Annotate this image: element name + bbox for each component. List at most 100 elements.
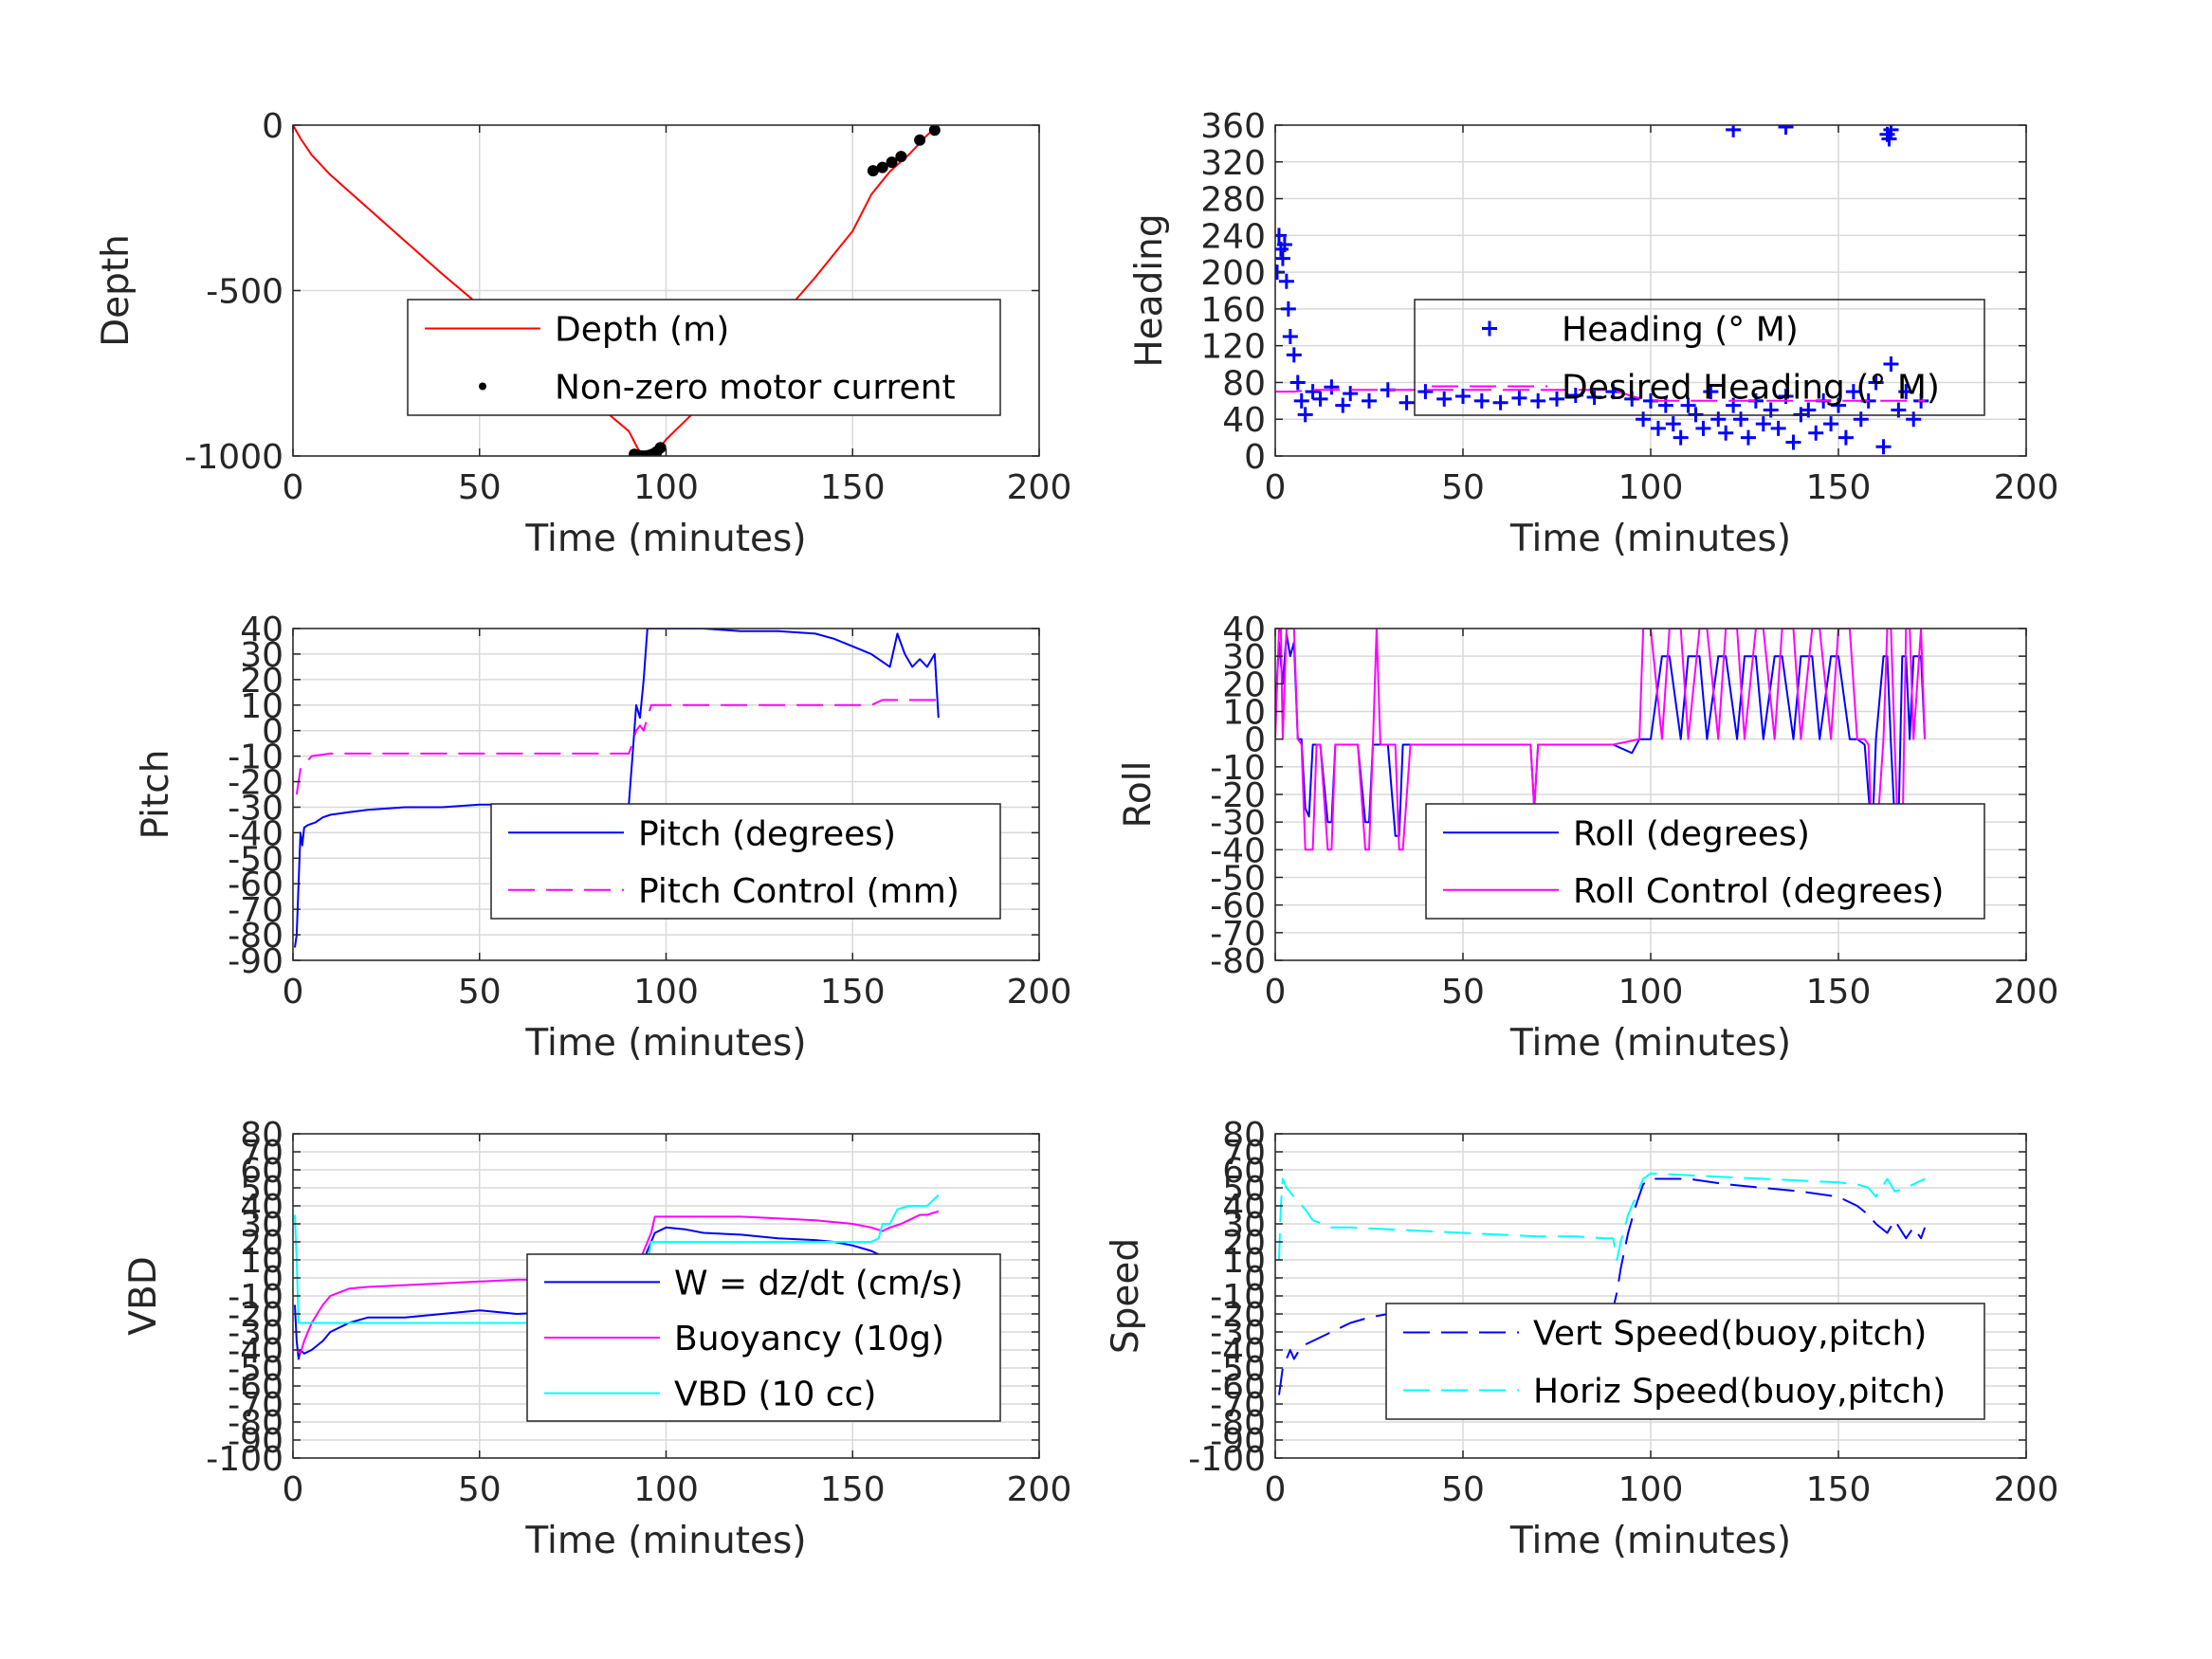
data-point — [1282, 328, 1298, 344]
x-axis: 0 50 100 150 200 — [1265, 1134, 2058, 1509]
data-point — [1673, 429, 1689, 446]
data-point — [1417, 384, 1434, 400]
y-tick-label: -50 — [228, 840, 283, 879]
series-line-1 — [294, 629, 940, 948]
data-point — [876, 161, 888, 173]
series-line-2 — [1275, 389, 1926, 402]
data-point — [1665, 416, 1681, 432]
legend-label: Pitch Control (mm) — [638, 872, 960, 911]
data-point — [1831, 397, 1846, 413]
y-axis-label: Speed — [1105, 1238, 1147, 1354]
data-point — [1785, 434, 1801, 450]
data-point — [1289, 374, 1306, 391]
legend: Heading (° M) Desired Heading (° M) — [1414, 299, 1985, 416]
y-tick-label: 200 — [1200, 254, 1266, 293]
data-point — [1755, 416, 1771, 432]
y-tick-label: 0 — [262, 107, 283, 146]
y-tick-label: 40 — [1222, 1188, 1266, 1227]
x-tick-label: 0 — [1265, 1470, 1287, 1509]
data-point — [1853, 411, 1869, 428]
legend-label: Roll (degrees) — [1573, 814, 1810, 853]
data-point — [1276, 237, 1292, 253]
y-tick-label: -10 — [228, 1278, 283, 1317]
y-tick-label: 80 — [240, 1116, 283, 1155]
y-tick-label: 80 — [1222, 1116, 1266, 1155]
series-group — [293, 125, 941, 456]
y-tick-label: 10 — [1222, 694, 1266, 733]
data-point — [886, 156, 898, 169]
series-line-1 — [1278, 1177, 1927, 1395]
y-tick-label: -100 — [1188, 1440, 1266, 1479]
x-axis-label: Time (minutes) — [524, 1022, 806, 1065]
x-tick-label: 0 — [283, 973, 304, 1012]
data-point — [914, 134, 926, 146]
data-point — [654, 442, 667, 454]
x-tick-label: 200 — [1007, 973, 1072, 1012]
legend-label: Non-zero motor current — [555, 369, 956, 408]
legend-swatch — [479, 382, 486, 391]
subplot-4: 0 50 100 150 200-80-70-60-50-40-30-20-100102… — [1117, 611, 2058, 1065]
y-tick-label: -80 — [1210, 942, 1266, 981]
y-tick-label: 80 — [1222, 364, 1266, 403]
y-tick-label: 20 — [240, 1224, 283, 1263]
series-group — [1275, 125, 1929, 455]
subplot-5: 0 50 100 150 200-100-90-80-70-60-50-40-30-20… — [122, 1116, 1071, 1562]
y-tick-label: 40 — [1222, 611, 1266, 649]
y-tick-label: -70 — [228, 1386, 283, 1425]
x-tick-label: 0 — [1265, 973, 1287, 1012]
data-point — [1868, 374, 1884, 391]
x-tick-label: 50 — [1441, 973, 1485, 1012]
x-tick-label: 100 — [633, 1470, 699, 1509]
y-tick-label: -80 — [1210, 1404, 1266, 1443]
y-tick-label: 10 — [240, 687, 283, 726]
data-point — [1624, 391, 1640, 407]
y-tick-label: 30 — [240, 636, 283, 675]
y-axis: -100-90-80-70-60-50-40-30-20-10010203040… — [206, 1116, 1039, 1479]
x-tick-label: 150 — [820, 1470, 886, 1509]
y-tick-label: -30 — [228, 789, 283, 828]
y-tick-label: -30 — [1210, 1314, 1266, 1353]
series-1-markers — [1275, 125, 1929, 455]
y-tick-label: -30 — [228, 1314, 283, 1353]
data-point — [1305, 384, 1321, 400]
y-tick-label: -20 — [228, 1296, 283, 1335]
series-2-markers — [629, 125, 941, 456]
x-tick-label: 0 — [1265, 468, 1287, 507]
y-tick-label: 70 — [240, 1134, 283, 1173]
y-tick-label: -70 — [1210, 915, 1266, 954]
data-point — [1778, 125, 1794, 135]
data-point — [1567, 388, 1583, 404]
legend: Pitch (degrees) Pitch Control (mm) — [490, 803, 1001, 920]
legend: W = dz/dt (cm/s) Buoyancy (10g) VBD (10 cc… — [526, 1253, 1001, 1422]
y-tick-label: -10 — [1210, 749, 1266, 788]
y-tick-label: -50 — [1210, 860, 1266, 899]
data-point — [1881, 131, 1897, 147]
legend-box — [1414, 299, 1985, 416]
y-axis-label: Depth — [95, 234, 137, 347]
data-point — [895, 151, 907, 163]
x-tick-label: 50 — [458, 468, 502, 507]
y-tick-label: -10 — [228, 738, 283, 777]
x-tick-label: 100 — [1618, 1470, 1684, 1509]
y-axis-label: VBD — [122, 1256, 165, 1335]
x-tick-label: 200 — [1007, 468, 1072, 507]
y-tick-label: 40 — [240, 1188, 283, 1227]
data-point — [928, 125, 941, 137]
y-axis-label: Heading — [1128, 213, 1171, 367]
legend-label: Pitch (degrees) — [638, 814, 896, 853]
data-point — [1823, 416, 1839, 432]
legend-box — [1385, 1303, 1985, 1420]
data-point — [1845, 384, 1861, 400]
x-axis-label: Time (minutes) — [1509, 1022, 1791, 1065]
data-point — [1650, 420, 1666, 436]
y-axis: -1000 -500 0 — [184, 107, 1039, 477]
data-point — [867, 165, 879, 177]
y-tick-label: 0 — [262, 713, 283, 752]
legend: Vert Speed(buoy,pitch) Horiz Speed(buoy,p… — [1385, 1303, 1985, 1420]
y-tick-label: 40 — [1222, 401, 1266, 440]
x-tick-label: 50 — [1441, 468, 1485, 507]
series-group — [1278, 1172, 1927, 1395]
